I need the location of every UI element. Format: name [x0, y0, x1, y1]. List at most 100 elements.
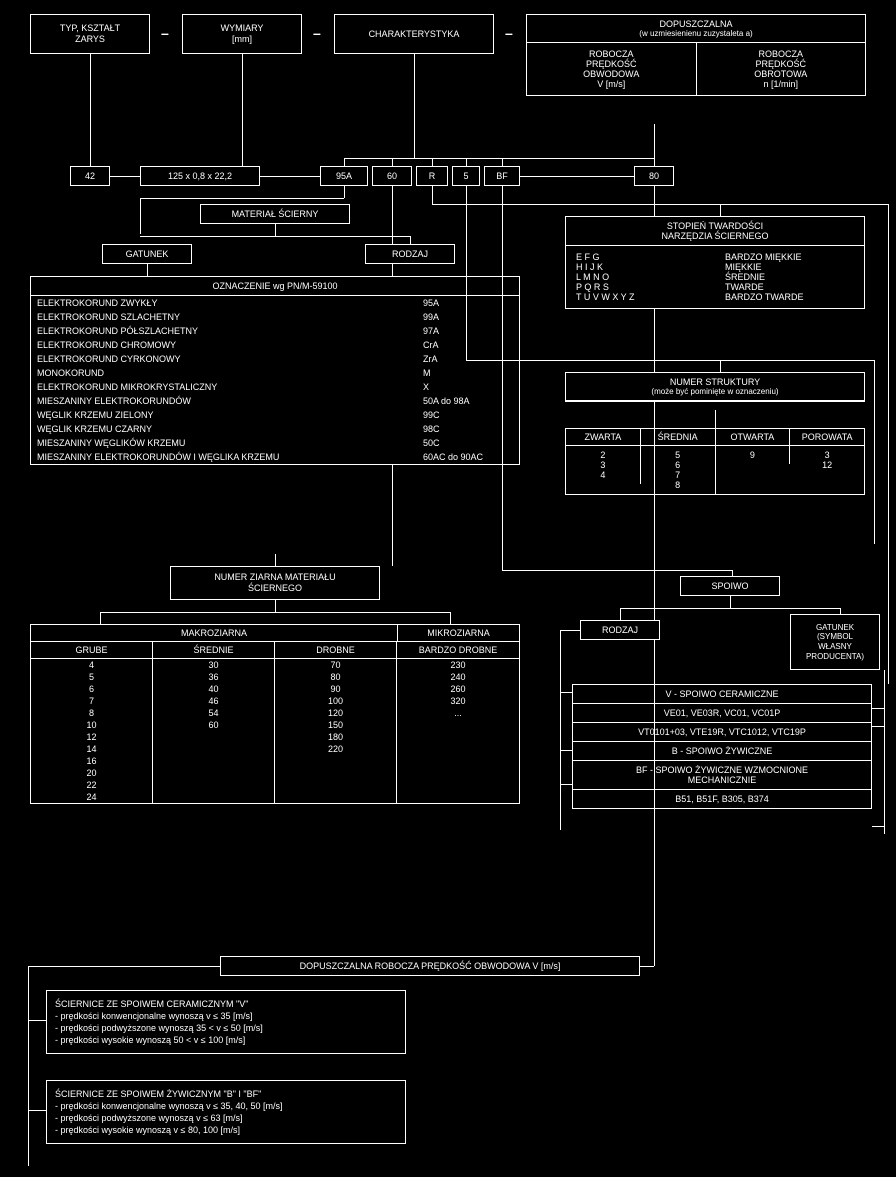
grain-cell: 4: [31, 659, 153, 671]
grain-cell: 230: [397, 659, 519, 671]
oznaczenie-row: MIESZANINY WĘGLIKÓW KRZEMU50C: [31, 436, 519, 450]
dop-right: ROBOCZA PRĘDKOŚĆ OBROTOWA n [1/min]: [697, 43, 866, 95]
hardness-label: TWARDE: [725, 282, 854, 292]
speed-panel-1: ŚCIERNICE ZE SPOIWEM CERAMICZNYM "V" - p…: [46, 990, 406, 1054]
connector: [140, 198, 141, 234]
text: BF: [496, 171, 508, 182]
structure-val: 8: [641, 480, 715, 490]
grain-cell: [397, 767, 519, 779]
connector: [502, 204, 503, 570]
text: GATUNEK: [816, 623, 854, 633]
bond-row: B - SPOIWO ŻYWICZNE: [573, 742, 871, 761]
grain-cell: 22: [31, 779, 153, 791]
bond-table: V - SPOIWO CERAMICZNE VE01, VE03R, VC01,…: [572, 684, 872, 809]
connector: [560, 750, 572, 751]
sep-dash: –: [505, 25, 513, 41]
grain-cell: [397, 743, 519, 755]
text: - prędkości konwencjonalne wynoszą v ≤ 3…: [55, 1101, 397, 1111]
oznaczenie-row: WĘGLIK KRZEMU ZIELONY99C: [31, 408, 519, 422]
gatunek-header: GATUNEK: [102, 244, 192, 264]
text: PRĘDKOŚĆ: [529, 59, 694, 69]
code-c1: 42: [70, 166, 110, 186]
grain-cell: [153, 779, 275, 791]
grain-row: 16: [31, 755, 519, 767]
grain-cell: 24: [31, 791, 153, 803]
grain-cell: 5: [31, 671, 153, 683]
hardness-list: E F GH I J KL M N OP Q R ST U V W X Y Z …: [566, 246, 864, 308]
sep-dash: –: [313, 25, 321, 41]
grain-cell: 120: [275, 707, 397, 719]
grain-cell: 70: [275, 659, 397, 671]
structure-val: 12: [790, 460, 864, 470]
grain-subheader: GRUBE: [31, 642, 153, 658]
connector: [100, 612, 450, 613]
bond-row: B51, B51F, B305, B374: [573, 790, 871, 808]
connector: [502, 570, 732, 571]
connector: [560, 630, 561, 830]
grain-row: 1060150: [31, 719, 519, 731]
structure-header-cell: POROWATA: [790, 429, 864, 445]
text: DOPUSZCZALNA: [533, 19, 859, 29]
oznaczenie-row: ELEKTROKORUND SZLACHETNY99A: [31, 310, 519, 324]
grain-row: 12180: [31, 731, 519, 743]
grain-subheader: DROBNE: [275, 642, 397, 658]
text: V [m/s]: [529, 79, 694, 89]
text: DOPUSZCZALNA ROBOCZA PRĘDKOŚĆ OBWODOWA V…: [300, 961, 561, 972]
dop-title: DOPUSZCZALNA (w uzmiesienienu zuzystalet…: [527, 15, 865, 43]
connector: [275, 600, 276, 612]
text: OBROTOWA: [699, 69, 864, 79]
grain-macro-header: MAKROZIARNA: [31, 625, 398, 641]
grain-cell: 12: [31, 731, 153, 743]
ozn-name: ELEKTROKORUND CHROMOWY: [37, 340, 423, 350]
grain-cell: [397, 731, 519, 743]
top-charak-box: CHARAKTERYSTYKA: [334, 14, 494, 54]
structure-table: ZWARTAŚREDNIAOTWARTAPOROWATA 23456789312: [565, 428, 865, 495]
connector: [344, 158, 345, 166]
oznaczenie-rows: ELEKTROKORUND ZWYKŁY95AELEKTROKORUND SZL…: [31, 296, 519, 464]
grain-cell: 10: [31, 719, 153, 731]
grain-row: 53680240: [31, 671, 519, 683]
grain-cell: 40: [153, 683, 275, 695]
connector: [28, 1110, 46, 1111]
text: ZARYS: [75, 34, 105, 45]
hardness-code: P Q R S: [576, 282, 705, 292]
grain-cell: 150: [275, 719, 397, 731]
code-c7: BF: [484, 166, 520, 186]
ozn-code: 99C: [423, 410, 513, 420]
ozn-code: CrA: [423, 340, 513, 350]
code-c3: 95A: [320, 166, 368, 186]
grain-cell: 8: [31, 707, 153, 719]
text: - prędkości wysokie wynoszą 50 < v ≤ 100…: [55, 1035, 397, 1045]
grain-cell: 7: [31, 695, 153, 707]
ozn-code: ZrA: [423, 354, 513, 364]
connector: [466, 204, 467, 360]
text: WŁASNY: [818, 642, 852, 652]
connector: [520, 176, 634, 177]
text: CHARAKTERYSTYKA: [369, 29, 460, 40]
grain-cell: 60: [153, 719, 275, 731]
grain-cell: 6: [31, 683, 153, 695]
bond-row: VT0101+03, VTE19R, VTC1012, VTC19P: [573, 723, 871, 742]
grain-cell: 30: [153, 659, 275, 671]
grain-cell: [153, 767, 275, 779]
connector: [620, 608, 621, 620]
ozn-name: MIESZANINY WĘGLIKÓW KRZEMU: [37, 438, 423, 448]
hardness-title: STOPIEŃ TWARDOŚCI NARZĘDZIA ŚCIERNEGO: [566, 217, 864, 246]
text: 95A: [336, 171, 352, 182]
connector: [450, 612, 451, 624]
grain-subheader: BARDZO DROBNE: [397, 642, 519, 658]
connector: [560, 784, 572, 785]
grain-cell: [275, 779, 397, 791]
ozn-name: ELEKTROKORUND PÓŁSZLACHETNY: [37, 326, 423, 336]
structure-val: 6: [641, 460, 715, 470]
hardness-label: MIĘKKIE: [725, 262, 854, 272]
text: - prędkości podwyższone wynoszą 35 < v ≤…: [55, 1023, 397, 1033]
grain-cell: [275, 755, 397, 767]
structure-header-cell: ŚREDNIA: [641, 429, 716, 445]
connector: [432, 186, 433, 204]
oznaczenie-title: OZNACZENIE wg PN/M-59100: [31, 277, 519, 296]
grain-cell: 20: [31, 767, 153, 779]
hardness-label: BARDZO MIĘKKIE: [725, 252, 854, 262]
ozn-code: 60AC do 90AC: [423, 452, 513, 462]
connector: [720, 204, 721, 216]
